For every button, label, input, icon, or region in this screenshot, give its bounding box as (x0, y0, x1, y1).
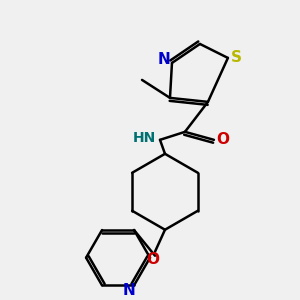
Text: O: O (216, 132, 230, 147)
Text: O: O (146, 252, 160, 267)
Text: S: S (230, 50, 242, 65)
Text: N: N (158, 52, 170, 68)
Text: HN: HN (132, 131, 156, 145)
Text: N: N (123, 283, 135, 298)
